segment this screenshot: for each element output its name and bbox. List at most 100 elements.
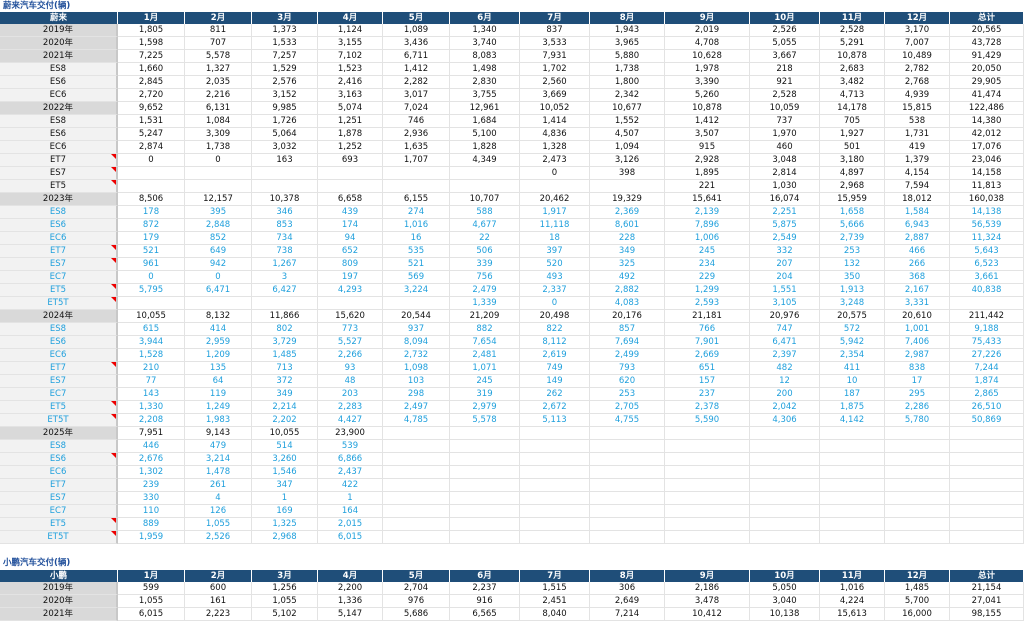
data-row: ET5T 2,208 1,983 2,202 4,427 4,785 5,578 5,113 4… [0,414,1024,427]
row-label: EC6 [0,141,118,154]
value-cell [750,479,820,492]
value-cell: 135 [185,362,252,375]
value-cell [590,453,665,466]
value-cell: 218 [750,63,820,76]
data-row: ES7 0 398 1,895 2,814 4,897 4,154 14,158 [0,167,1024,180]
value-cell: 6,658 [318,193,383,206]
value-cell: 174 [318,219,383,232]
value-cell: 5,780 [885,414,950,427]
value-cell: 916 [450,595,520,608]
value-cell: 2,397 [750,349,820,362]
value-cell: 2,019 [665,24,750,37]
value-cell: 4,836 [520,128,590,141]
value-cell: 6,866 [318,453,383,466]
value-cell [118,167,185,180]
value-cell: 7,694 [590,336,665,349]
value-cell: 8,601 [590,219,665,232]
value-cell: 10,707 [450,193,520,206]
data-row: ES8 1,660 1,327 1,529 1,523 1,412 1,498 1,702 1,… [0,63,1024,76]
value-cell [665,479,750,492]
value-cell: 1,927 [820,128,885,141]
section-title: 蔚来汽车交付(辆) [3,1,71,11]
value-cell: 693 [318,154,383,167]
value-cell: 207 [750,258,820,271]
header-cell: 6月 [450,12,520,24]
value-cell [520,466,590,479]
value-cell: 2,499 [590,349,665,362]
value-cell: 1,089 [383,24,450,37]
data-row: ES7 961 942 1,267 809 521 339 520 325 234 207 132 26… [0,258,1024,271]
value-cell: 2,526 [750,24,820,37]
value-cell: 538 [885,115,950,128]
value-cell: 1 [252,492,318,505]
value-cell: 5,074 [318,102,383,115]
value-cell [118,297,185,310]
value-cell: 9,652 [118,102,185,115]
value-cell: 349 [252,388,318,401]
value-cell: 339 [450,258,520,271]
value-cell: 395 [185,206,252,219]
value-cell: 10,878 [665,102,750,115]
value-cell: 3,214 [185,453,252,466]
value-cell: 2,473 [520,154,590,167]
data-row: ES7 330 4 1 1 [0,492,1024,505]
value-cell: 40,838 [950,284,1024,297]
value-cell: 1,251 [318,115,383,128]
value-cell: 1,478 [185,466,252,479]
value-cell: 15,641 [665,193,750,206]
data-row: EC7 0 0 3 197 569 756 493 492 229 204 350 368 3,661 [0,271,1024,284]
value-cell: 3,965 [590,37,665,50]
value-cell: 237 [665,388,750,401]
value-cell: 1,515 [520,582,590,595]
value-cell: 809 [318,258,383,271]
value-cell: 493 [520,271,590,284]
value-cell: 1,800 [590,76,665,89]
value-cell: 210 [118,362,185,375]
value-cell [885,466,950,479]
value-cell: 5,942 [820,336,885,349]
value-cell: 22 [450,232,520,245]
value-cell [383,531,450,544]
value-cell: 439 [318,206,383,219]
value-cell [950,466,1024,479]
data-row: ET7 0 0 163 693 1,707 4,349 2,473 3,126 2,928 3,04… [0,154,1024,167]
value-cell: 368 [885,271,950,284]
value-cell: 599 [118,582,185,595]
value-cell: 27,041 [950,595,1024,608]
value-cell: 2,283 [318,401,383,414]
value-cell: 20,544 [383,310,450,323]
value-cell: 7,024 [383,102,450,115]
value-cell: 7,102 [318,50,383,63]
value-cell: 1,256 [252,582,318,595]
value-cell: 2,968 [820,180,885,193]
value-cell: 4,897 [820,167,885,180]
value-cell: 26,510 [950,401,1024,414]
value-cell: 164 [318,505,383,518]
data-row: EC6 2,874 1,738 3,032 1,252 1,635 1,828 1,328 1,… [0,141,1024,154]
row-label: ES8 [0,323,118,336]
value-cell: 1,336 [318,595,383,608]
value-cell: 11,813 [950,180,1024,193]
value-cell: 1,339 [450,297,520,310]
value-cell: 6,131 [185,102,252,115]
value-cell: 600 [185,582,252,595]
value-cell: 2,830 [450,76,520,89]
value-cell: 2,437 [318,466,383,479]
value-cell [383,297,450,310]
value-cell [383,453,450,466]
header-cell: 蔚来 [0,12,118,24]
value-cell: 539 [318,440,383,453]
value-cell: 2,704 [383,582,450,595]
data-row: 2021年 6,015 2,223 5,102 5,147 5,686 6,565 8,040… [0,608,1024,621]
value-cell: 64 [185,375,252,388]
value-cell: 7,594 [885,180,950,193]
header-cell: 7月 [520,570,590,582]
value-cell [318,167,383,180]
value-cell: 1,970 [750,128,820,141]
data-row: EC6 1,528 1,209 1,485 2,266 2,732 2,481 2,619 2,… [0,349,1024,362]
value-cell: 5,578 [185,50,252,63]
value-cell: 882 [450,323,520,336]
value-cell: 1,485 [252,349,318,362]
data-row: 2020年 1,598 707 1,533 3,155 3,436 3,740 3,533 3,… [0,37,1024,50]
value-cell: 42,012 [950,128,1024,141]
